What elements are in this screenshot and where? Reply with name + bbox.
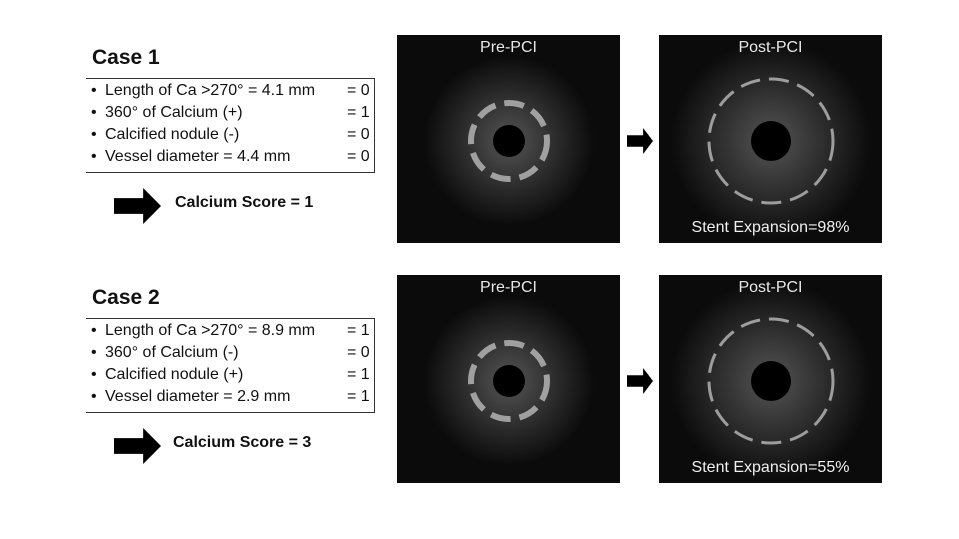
calcium-score: Calcium Score = 3 [173, 434, 312, 451]
criterion-text: Calcified nodule (-) [105, 126, 240, 143]
case-title: Case 1 [92, 46, 160, 69]
panel-caption: Stent Expansion=55% [691, 459, 850, 476]
criterion-text: Length of Ca >270° = 8.9 mm [105, 322, 316, 339]
criterion-score: = 0 [347, 126, 370, 143]
ivus-panel: Post-PCI Stent Expansion=55% [659, 275, 882, 483]
bullet: • [91, 148, 97, 165]
small-arrow [627, 368, 653, 394]
criterion: • 360° of Calcium (+) = 1 [91, 102, 374, 124]
arrow-shape [114, 188, 161, 224]
bullet: • [91, 126, 97, 143]
calcium-score: Calcium Score = 1 [175, 194, 314, 211]
ivus-image [671, 281, 871, 481]
panel-label: Pre-PCI [480, 279, 537, 296]
criterion-text: Calcified nodule (+) [105, 366, 244, 383]
ivus-panel: Post-PCI Stent Expansion=98% [659, 35, 882, 243]
criterion-score: = 0 [347, 82, 370, 99]
panel-label: Post-PCI [738, 39, 803, 56]
criterion-score: = 1 [347, 322, 370, 339]
bullet: • [91, 388, 97, 405]
criterion: • Calcified nodule (-) = 0 [91, 124, 374, 146]
criterion-score: = 1 [347, 366, 370, 383]
ivus-image [424, 56, 594, 226]
criteria-box: • Length of Ca >270° = 8.9 mm = 1 • 360° of … [86, 318, 375, 413]
criterion-score: = 1 [347, 104, 370, 121]
criterion-text: Vessel diameter = 4.4 mm [105, 148, 291, 165]
ivus-panel: Pre-PCI [397, 35, 620, 243]
criteria-box: • Length of Ca >270° = 4.1 mm = 0 • 360° of … [86, 78, 375, 173]
small-arrow [627, 128, 653, 154]
criterion-score: = 0 [347, 148, 370, 165]
criterion: • Vessel diameter = 2.9 mm = 1 [91, 386, 374, 408]
case-title: Case 2 [92, 286, 160, 309]
criterion-score: = 1 [347, 388, 370, 405]
bullet: • [91, 104, 97, 121]
criterion: • Length of Ca >270° = 8.9 mm = 1 [91, 320, 374, 342]
criterion-text: Vessel diameter = 2.9 mm [105, 388, 291, 405]
arrow-shape [627, 128, 653, 154]
bullet: • [91, 366, 97, 383]
criterion: • Length of Ca >270° = 4.1 mm = 0 [91, 80, 374, 102]
panel-label: Post-PCI [738, 279, 803, 296]
ivus-image [424, 296, 594, 466]
criterion: • 360° of Calcium (-) = 0 [91, 342, 374, 364]
big-arrow [114, 428, 161, 464]
ivus-image [671, 41, 871, 241]
panel-caption: Stent Expansion=98% [691, 219, 850, 236]
bullet: • [91, 82, 97, 99]
arrow-shape [114, 428, 161, 464]
panel-label: Pre-PCI [480, 39, 537, 56]
criterion: • Vessel diameter = 4.4 mm = 0 [91, 146, 374, 168]
criterion: • Calcified nodule (+) = 1 [91, 364, 374, 386]
criterion-text: 360° of Calcium (-) [105, 344, 239, 361]
criterion-score: = 0 [347, 344, 370, 361]
big-arrow [114, 188, 161, 224]
bullet: • [91, 322, 97, 339]
criterion-text: 360° of Calcium (+) [105, 104, 243, 121]
bullet: • [91, 344, 97, 361]
ivus-panel: Pre-PCI [397, 275, 620, 483]
criterion-text: Length of Ca >270° = 4.1 mm [105, 82, 316, 99]
arrow-shape [627, 368, 653, 394]
